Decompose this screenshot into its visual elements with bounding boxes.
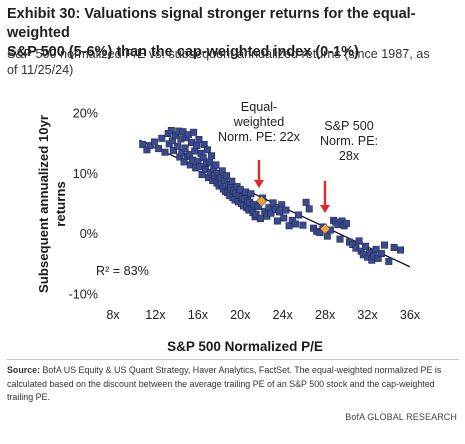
data-point — [291, 220, 299, 228]
data-point — [150, 138, 158, 146]
data-point — [299, 221, 307, 229]
data-point — [267, 209, 275, 217]
data-point — [158, 134, 166, 142]
equal-weighted-highlight-point — [256, 195, 267, 207]
data-point — [273, 217, 281, 225]
data-point — [170, 146, 178, 154]
data-point — [206, 158, 214, 166]
data-point — [390, 244, 398, 252]
data-point — [155, 145, 163, 153]
data-point — [302, 198, 310, 206]
data-point — [228, 177, 236, 185]
x-tick-label: 24x — [273, 308, 294, 322]
data-point — [190, 128, 198, 136]
sp500-arrow-head — [320, 205, 330, 213]
data-point — [146, 142, 154, 150]
x-axis-label: S&P 500 Normalized P/E — [167, 339, 323, 354]
data-point — [278, 201, 286, 209]
data-point — [161, 148, 169, 156]
annotation-line: Norm. PE: 22x — [218, 130, 301, 144]
data-point — [342, 219, 350, 227]
source-label: Source: — [7, 365, 41, 375]
x-tick-label: 28x — [315, 308, 336, 322]
data-point — [355, 237, 363, 245]
y-axis-label-line-2: returns — [53, 181, 68, 226]
footer-divider — [7, 359, 459, 360]
y-tick-label: 20% — [73, 107, 98, 121]
y-axis-label-line-1: Subsequent annualized 10yr — [36, 115, 51, 293]
data-point — [361, 242, 369, 250]
x-tick-label: 16x — [188, 308, 209, 322]
sp500-annotation: S&P 500 Norm. PE: 28x — [320, 119, 378, 163]
y-tick-label: 10% — [73, 167, 98, 181]
data-point — [212, 161, 220, 169]
y-axis-label: Subsequent annualized 10yr returns — [36, 115, 68, 293]
annotation-line: Equal- — [241, 100, 277, 114]
x-tick-label: 32x — [357, 308, 378, 322]
x-tick-label: 20x — [230, 308, 251, 322]
title-line-2: S&P 500 (5-6%) than the cap-weighted ind… — [7, 44, 359, 60]
brand-footer: BofA GLOBAL RESEARCH — [345, 412, 457, 422]
data-point — [377, 250, 385, 258]
data-point — [269, 199, 277, 207]
equal-weighted-annotation: Equal-weighted Norm. PE: 22x — [218, 100, 301, 144]
y-tick-label: -10% — [69, 288, 98, 302]
x-tick-label: 8x — [106, 308, 120, 322]
subtitle-line-1: S&P 500 normalized P/E vs. subsequent an… — [7, 47, 430, 61]
data-point — [275, 208, 283, 216]
tick-labels-layer: 8x 12x 16x 20x 24x 28x 32x 36x 20% 10% 0% -10% — [69, 107, 421, 323]
data-point — [295, 211, 303, 219]
data-point — [256, 215, 264, 223]
annotation-line: S&P 500 — [324, 119, 373, 133]
data-point — [139, 140, 147, 148]
data-point — [282, 206, 290, 214]
data-point — [380, 241, 388, 249]
annotation-line: weighted — [233, 115, 284, 129]
chart-subtitle: S&P 500 normalized P/E vs. subsequent an… — [7, 46, 459, 78]
data-point — [280, 214, 288, 222]
x-tick-label: 36x — [400, 308, 421, 322]
data-point — [396, 246, 404, 254]
chart-title: Exhibit 30: Valuations signal stronger r… — [7, 5, 459, 62]
data-point — [247, 190, 255, 198]
data-point — [174, 142, 182, 150]
source-note: Source: BofA US Equity & US Quant Strate… — [7, 364, 459, 405]
data-point — [193, 142, 201, 150]
annotation-line: Norm. PE: — [320, 134, 378, 148]
data-point — [167, 127, 175, 135]
data-point — [223, 172, 231, 180]
data-point — [336, 235, 344, 243]
data-point — [385, 257, 393, 265]
data-point — [372, 245, 380, 253]
annotation-line: 28x — [339, 149, 360, 163]
r-squared-label: R² = 83% — [96, 264, 149, 278]
data-point — [305, 205, 313, 213]
points-layer — [139, 127, 404, 265]
data-point — [195, 136, 203, 144]
data-point — [181, 144, 189, 152]
data-point — [218, 167, 226, 175]
data-point — [208, 152, 216, 160]
x-tick-label: 12x — [145, 308, 166, 322]
data-point — [252, 210, 260, 218]
equal-weighted-arrow-head — [254, 180, 264, 188]
highlight-layer — [256, 195, 331, 235]
y-tick-label: 0% — [80, 227, 98, 241]
data-point — [203, 146, 211, 154]
subtitle-line-2: of 11/25/24) — [7, 63, 74, 77]
title-line-1: Exhibit 30: Valuations signal stronger r… — [7, 6, 416, 41]
source-text: BofA US Equity & US Quant Strategy, Have… — [7, 365, 442, 403]
sp500-highlight-point — [319, 223, 331, 235]
